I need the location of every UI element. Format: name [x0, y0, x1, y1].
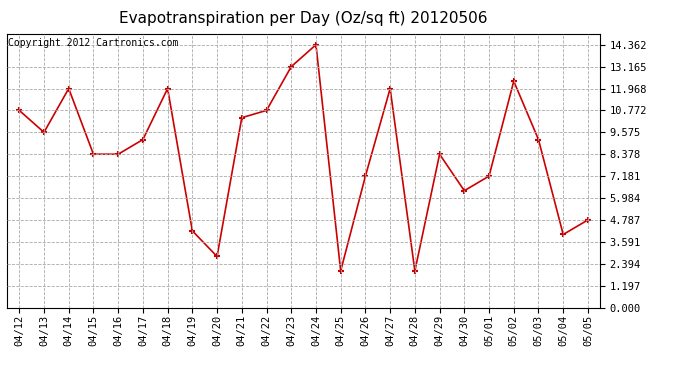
Text: Copyright 2012 Cartronics.com: Copyright 2012 Cartronics.com — [8, 38, 179, 48]
Text: Evapotranspiration per Day (Oz/sq ft) 20120506: Evapotranspiration per Day (Oz/sq ft) 20… — [119, 11, 488, 26]
